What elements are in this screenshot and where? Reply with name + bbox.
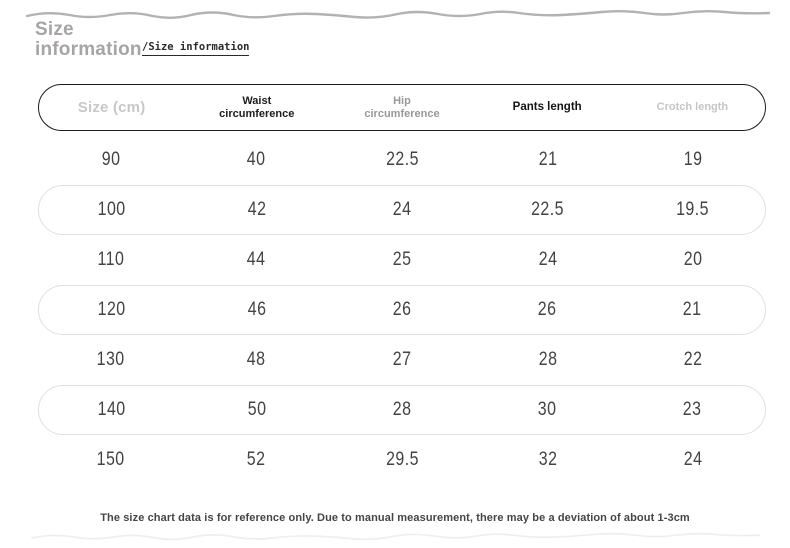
table-cell: 42 xyxy=(247,199,267,220)
table-cell: 44 xyxy=(247,249,266,270)
table-cell: 110 xyxy=(97,249,125,270)
column-header: Hip circumference xyxy=(364,94,440,120)
section-subtitle: /Size information xyxy=(142,41,250,56)
table-cell: 46 xyxy=(247,299,267,320)
table-row: 90 40 22.5 21 19 xyxy=(38,135,766,185)
table-cell: 48 xyxy=(247,349,266,370)
column-header: Waist circumference xyxy=(219,94,295,120)
table-cell: 22.5 xyxy=(530,199,564,220)
column-header: Pants length xyxy=(512,101,582,113)
table-cell: 120 xyxy=(97,299,126,320)
wavy-divider-top xyxy=(25,10,770,19)
table-cell: 21 xyxy=(683,299,702,320)
table-cell: 27 xyxy=(392,349,412,370)
table-cell: 40 xyxy=(247,149,266,170)
table-cell: 20 xyxy=(683,249,703,270)
section-title-line1: Size xyxy=(35,19,74,40)
table-cell: 50 xyxy=(247,399,267,420)
table-cell: 26 xyxy=(392,299,412,320)
table-cell: 100 xyxy=(97,199,126,220)
column-header: Crotch length xyxy=(656,101,729,113)
table-row: 130 48 27 28 22 xyxy=(38,335,766,385)
column-header: Size (cm) xyxy=(77,99,146,116)
section-title-line2: information xyxy=(35,39,142,60)
table-cell: 28 xyxy=(538,349,557,370)
table-row: 110 44 25 24 20 xyxy=(38,235,766,285)
table-row: 150 52 29.5 32 24 xyxy=(38,435,766,485)
table-cell: 26 xyxy=(537,299,557,320)
table-cell: 30 xyxy=(537,399,557,420)
wavy-divider-bottom xyxy=(31,532,760,541)
table-row: 100 42 24 22.5 19.5 xyxy=(38,185,766,235)
table-cell: 52 xyxy=(247,449,266,470)
table-cell: 90 xyxy=(101,149,121,170)
table-cell: 19 xyxy=(683,149,703,170)
table-body: 90 40 22.5 21 19 100 42 24 22.5 19.5 110 44 25 24 20 12… xyxy=(38,135,766,485)
table-cell: 24 xyxy=(392,199,412,220)
table-cell: 130 xyxy=(96,349,125,370)
disclaimer-note: The size chart data is for reference onl… xyxy=(100,512,690,524)
table-cell: 29.5 xyxy=(385,449,419,470)
table-cell: 23 xyxy=(683,399,702,420)
table-cell: 25 xyxy=(392,249,412,270)
table-cell: 22 xyxy=(683,349,703,370)
table-cell: 32 xyxy=(538,449,557,470)
table-cell: 21 xyxy=(538,149,557,170)
table-header-row: Size (cm) Waist circumference Hip circumfe… xyxy=(38,84,766,131)
table-cell: 24 xyxy=(683,449,703,470)
table-cell: 24 xyxy=(538,249,557,270)
table-cell: 22.5 xyxy=(385,149,419,170)
table-row: 140 50 28 30 23 xyxy=(38,385,766,435)
table-cell: 19.5 xyxy=(676,199,709,220)
table-cell: 28 xyxy=(392,399,412,420)
table-row: 120 46 26 26 21 xyxy=(38,285,766,335)
table-cell: 140 xyxy=(97,399,126,420)
section-title: Size information /Size information xyxy=(35,19,250,60)
table-cell: 150 xyxy=(96,449,125,470)
size-table: Size (cm) Waist circumference Hip circumfe… xyxy=(38,84,766,485)
